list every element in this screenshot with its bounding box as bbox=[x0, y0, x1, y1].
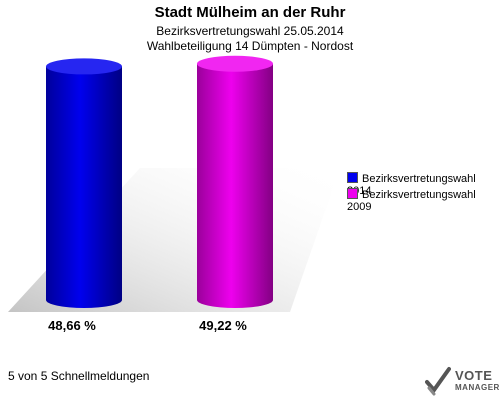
value-label-2014: 48,66 % bbox=[48, 318, 96, 333]
chart-title: Stadt Mülheim an der Ruhr bbox=[154, 4, 346, 21]
logo-word-manager: MANAGER bbox=[455, 383, 500, 392]
value-label-2009: 49,22 % bbox=[199, 318, 247, 333]
bar-2014 bbox=[46, 58, 122, 308]
vote-manager-logo: VOTE MANAGER bbox=[425, 366, 500, 396]
bar-body bbox=[197, 63, 273, 308]
legend-label-2009: Bezirksvertretungswahl 2009 bbox=[347, 189, 476, 213]
chart-subtitle-district: Wahlbeteiligung 14 Dümpten - Nordost bbox=[146, 39, 354, 53]
bar-group bbox=[46, 55, 273, 308]
footer-status: 5 von 5 Schnellmeldungen bbox=[8, 369, 150, 383]
bar-2009 bbox=[197, 55, 273, 308]
checkmark-icon bbox=[425, 367, 451, 396]
bar-top-cap bbox=[46, 58, 122, 75]
legend-item-2009: Bezirksvertretungswahl 2009 bbox=[347, 188, 500, 213]
legend-swatch-2009 bbox=[347, 188, 358, 199]
legend-swatch-2014 bbox=[347, 172, 358, 183]
value-labels: 48,66 % 49,22 % bbox=[48, 318, 247, 333]
logo-word-vote: VOTE bbox=[455, 368, 493, 383]
bar-top-cap bbox=[197, 55, 273, 72]
chart-subtitle-election: Bezirksvertretungswahl 25.05.2014 bbox=[156, 24, 344, 38]
bar-body bbox=[46, 66, 122, 308]
